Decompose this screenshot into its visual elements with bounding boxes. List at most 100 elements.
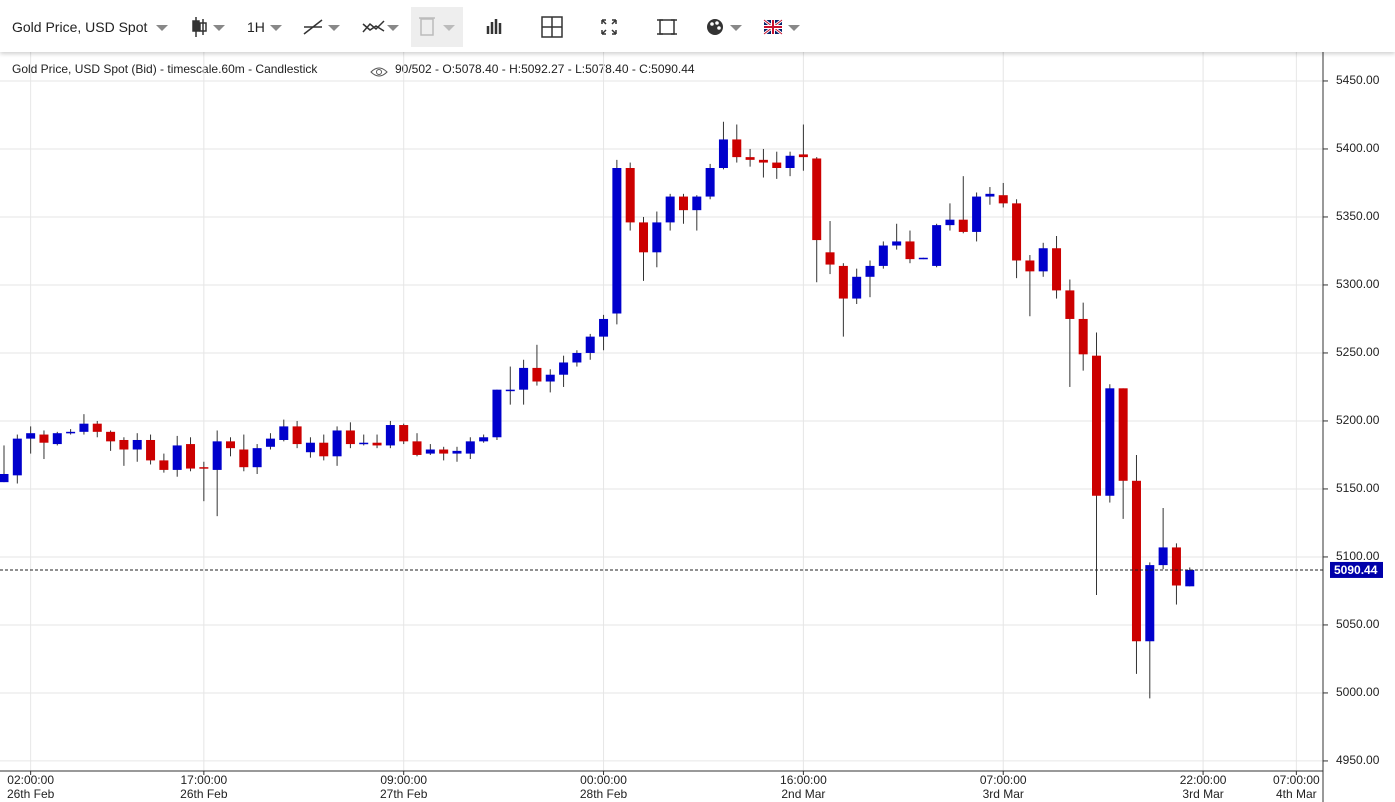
- info-stats: 90/502 - O:5078.40 - H:5092.27 - L:5078.…: [395, 62, 695, 76]
- candle-body: [319, 442, 329, 457]
- candle-body: [972, 196, 982, 232]
- candle-body: [918, 257, 928, 260]
- x-tick-label: 3rd Mar: [1182, 787, 1223, 801]
- candle-body: [452, 450, 462, 454]
- candle-body: [838, 265, 848, 299]
- candle-body: [279, 426, 289, 440]
- x-tick-label: 02:00:00: [7, 773, 54, 787]
- last-price-box: [1330, 561, 1383, 578]
- candle-body: [119, 439, 129, 450]
- candle-body: [239, 449, 249, 468]
- candle-body: [505, 389, 515, 392]
- candle-body: [705, 168, 715, 197]
- candle-body: [465, 441, 475, 454]
- candle-body: [932, 225, 942, 266]
- x-tick-label: 17:00:00: [180, 773, 227, 787]
- candle-body: [1158, 547, 1168, 566]
- candle-body: [878, 245, 888, 266]
- candle-body: [852, 276, 862, 299]
- candle-body: [345, 430, 355, 445]
- candle-body: [199, 467, 209, 469]
- candle-body: [1092, 355, 1102, 496]
- x-tick-label: 22:00:00: [1180, 773, 1227, 787]
- candle-body: [772, 162, 782, 169]
- candle-body: [1012, 203, 1022, 261]
- x-tick-label: 26th Feb: [7, 787, 55, 801]
- candle-body: [718, 139, 728, 169]
- candle-body: [1131, 480, 1141, 642]
- y-tick-label: 4950.00: [1336, 753, 1380, 767]
- eye-icon[interactable]: [370, 67, 388, 77]
- candle-body: [132, 439, 142, 450]
- candle-body: [479, 437, 489, 442]
- candle-body: [652, 222, 662, 253]
- candle-body: [825, 252, 835, 265]
- candle-body: [1052, 248, 1062, 291]
- candle-body: [225, 441, 235, 449]
- candle-body: [892, 241, 902, 246]
- candle-body: [559, 362, 569, 375]
- candle-body: [265, 438, 275, 447]
- candle-body: [998, 195, 1008, 204]
- candle-body: [692, 196, 702, 211]
- candle-body: [532, 367, 542, 382]
- candle-body: [958, 219, 968, 232]
- candle-body: [678, 196, 688, 211]
- y-tick-label: 5350.00: [1336, 209, 1380, 223]
- candle-body: [159, 460, 169, 470]
- candle-body: [1025, 260, 1035, 272]
- y-tick-label: 5300.00: [1336, 277, 1380, 291]
- candle-body: [1105, 388, 1115, 496]
- instrument-select[interactable]: Gold Price, USD Spot: [12, 19, 148, 35]
- candle-body: [292, 426, 302, 445]
- y-tick-label: 5450.00: [1336, 73, 1380, 87]
- candle-body: [332, 430, 342, 457]
- y-tick-label: 5150.00: [1336, 481, 1380, 495]
- x-tick-label: 07:00:00: [1273, 773, 1320, 787]
- candle-body: [1171, 547, 1181, 586]
- candle-body: [732, 139, 742, 158]
- x-tick-label: 2nd Mar: [781, 787, 825, 801]
- candle-body: [412, 441, 422, 455]
- candle-body: [1038, 248, 1048, 272]
- candle-body: [66, 431, 76, 434]
- candle-body: [1078, 318, 1088, 355]
- x-tick-label: 4th Mar: [1276, 787, 1317, 801]
- x-tick-label: 26th Feb: [180, 787, 228, 801]
- y-tick-label: 5050.00: [1336, 617, 1380, 631]
- candle-body: [79, 423, 89, 432]
- y-tick-label: 5100.00: [1336, 549, 1380, 563]
- candle-body: [758, 159, 768, 163]
- x-tick-label: 07:00:00: [980, 773, 1027, 787]
- x-tick-label: 27th Feb: [380, 787, 428, 801]
- toolbar-icons: [156, 7, 800, 47]
- candle-body: [252, 448, 262, 468]
- x-tick-label: 3rd Mar: [983, 787, 1024, 801]
- candle-body: [945, 219, 955, 226]
- candle-body: [425, 449, 435, 454]
- info-title: Gold Price, USD Spot (Bid) - timescale.6…: [12, 62, 318, 76]
- candle-body: [585, 336, 595, 353]
- candle-body: [639, 222, 649, 253]
- interval-select[interactable]: 1H: [247, 19, 265, 35]
- candle-body: [439, 449, 449, 454]
- candle-body: [146, 439, 156, 461]
- candle-body: [52, 433, 62, 445]
- candle-body: [385, 425, 395, 446]
- candle-body: [492, 389, 502, 438]
- candle-body: [1185, 569, 1195, 587]
- y-tick-label: 5250.00: [1336, 345, 1380, 359]
- candle-body: [305, 442, 315, 453]
- candle-body: [1065, 290, 1075, 319]
- candle-body: [785, 155, 795, 169]
- candle-body: [92, 423, 102, 432]
- candle-body: [0, 473, 9, 483]
- grid: [0, 52, 1323, 771]
- last-price-label: 5090.44: [1334, 563, 1378, 577]
- x-tick-label: 28th Feb: [580, 787, 628, 801]
- x-tick-label: 09:00:00: [380, 773, 427, 787]
- candle-body: [865, 265, 875, 277]
- candle-body: [359, 442, 369, 445]
- candle-body: [39, 434, 49, 443]
